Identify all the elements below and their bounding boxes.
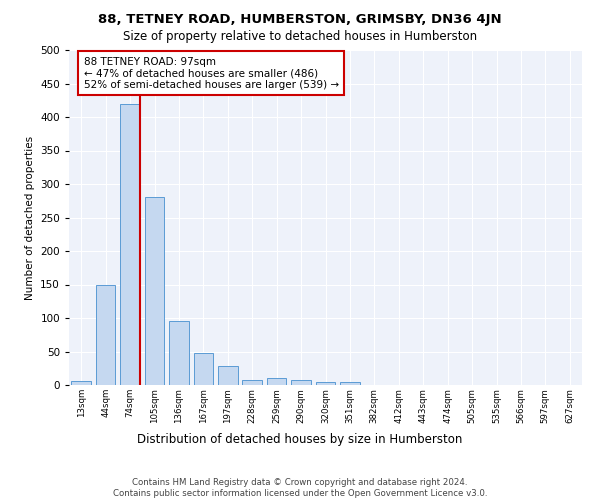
Bar — [242, 380, 262, 385]
Bar — [194, 353, 213, 385]
Text: Contains HM Land Registry data © Crown copyright and database right 2024.
Contai: Contains HM Land Registry data © Crown c… — [113, 478, 487, 498]
Bar — [96, 284, 115, 385]
Bar — [218, 366, 238, 385]
Text: 88 TETNEY ROAD: 97sqm
← 47% of detached houses are smaller (486)
52% of semi-det: 88 TETNEY ROAD: 97sqm ← 47% of detached … — [83, 56, 339, 90]
Bar — [120, 104, 140, 385]
Bar — [340, 382, 360, 385]
Bar — [316, 382, 335, 385]
Y-axis label: Number of detached properties: Number of detached properties — [25, 136, 35, 300]
Text: 88, TETNEY ROAD, HUMBERSTON, GRIMSBY, DN36 4JN: 88, TETNEY ROAD, HUMBERSTON, GRIMSBY, DN… — [98, 12, 502, 26]
Bar — [267, 378, 286, 385]
Bar — [145, 198, 164, 385]
Bar — [291, 380, 311, 385]
Bar — [71, 381, 91, 385]
Text: Size of property relative to detached houses in Humberston: Size of property relative to detached ho… — [123, 30, 477, 43]
Bar — [169, 322, 188, 385]
Text: Distribution of detached houses by size in Humberston: Distribution of detached houses by size … — [137, 432, 463, 446]
